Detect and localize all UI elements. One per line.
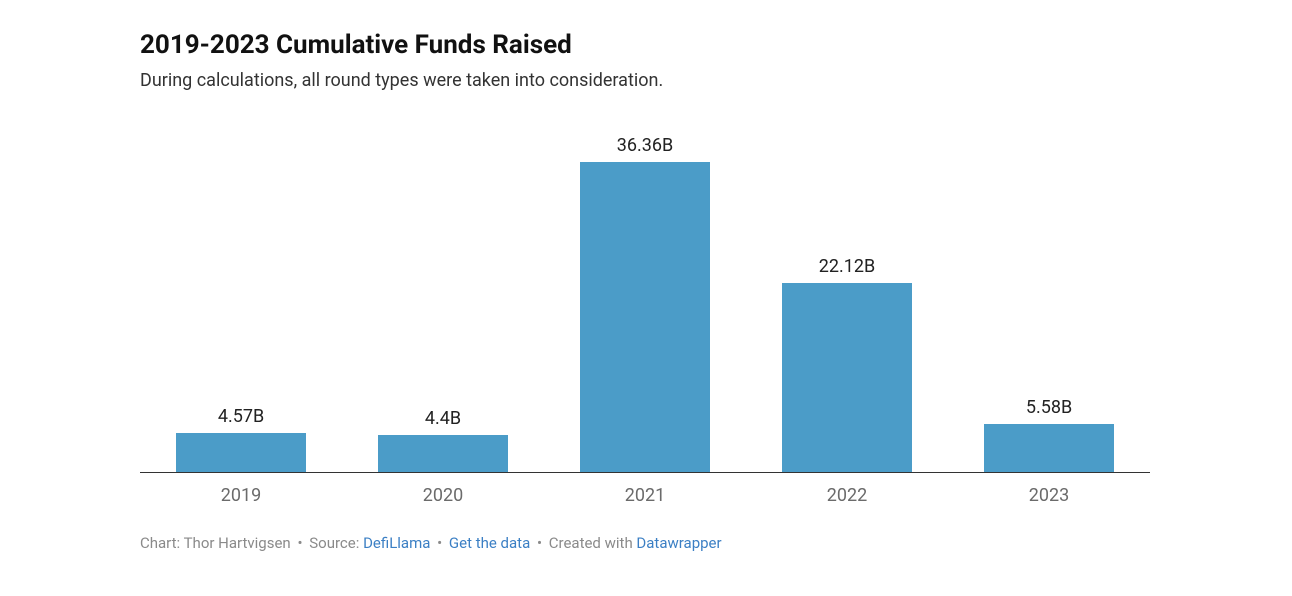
footer-source-link[interactable]: DefiLlama: [363, 534, 430, 552]
bar: [984, 424, 1113, 472]
bar-value-label: 5.58B: [1026, 397, 1072, 418]
bar: [782, 283, 911, 472]
footer-sep-1: •: [294, 534, 307, 552]
bar-group: 36.36B: [544, 123, 746, 472]
chart-subtitle: During calculations, all round types wer…: [140, 70, 1292, 91]
x-axis-label: 2020: [342, 485, 544, 506]
x-axis-label: 2022: [746, 485, 948, 506]
bar-value-label: 36.36B: [617, 135, 673, 156]
footer-chart-prefix: Chart:: [140, 534, 184, 552]
bar-group: 4.57B: [140, 123, 342, 472]
chart-plot-area: 4.57B 4.4B 36.36B 22.12B 5.58B: [140, 123, 1150, 473]
footer-created-prefix: Created with: [549, 534, 637, 552]
bar-value-label: 4.4B: [425, 408, 461, 429]
x-axis-label: 2023: [948, 485, 1150, 506]
bar: [176, 433, 305, 472]
x-axis-labels: 20192020202120222023: [140, 485, 1150, 506]
x-axis-label: 2019: [140, 485, 342, 506]
footer-created-link[interactable]: Datawrapper: [636, 534, 721, 552]
bar: [378, 435, 507, 473]
bar-group: 4.4B: [342, 123, 544, 472]
chart-footer: Chart: Thor Hartvigsen • Source: DefiLla…: [140, 534, 1292, 552]
footer-get-data-link[interactable]: Get the data: [449, 534, 530, 552]
bar-group: 5.58B: [948, 123, 1150, 472]
footer-sep-3: •: [533, 534, 546, 552]
footer-source-prefix: Source:: [309, 534, 363, 552]
footer-sep-2: •: [433, 534, 446, 552]
bar-value-label: 4.57B: [218, 406, 264, 427]
bar-group: 22.12B: [746, 123, 948, 472]
x-axis-label: 2021: [544, 485, 746, 506]
chart-title: 2019-2023 Cumulative Funds Raised: [140, 30, 1292, 60]
bar-value-label: 22.12B: [819, 256, 875, 277]
footer-author: Thor Hartvigsen: [184, 534, 291, 552]
bar: [580, 162, 709, 472]
